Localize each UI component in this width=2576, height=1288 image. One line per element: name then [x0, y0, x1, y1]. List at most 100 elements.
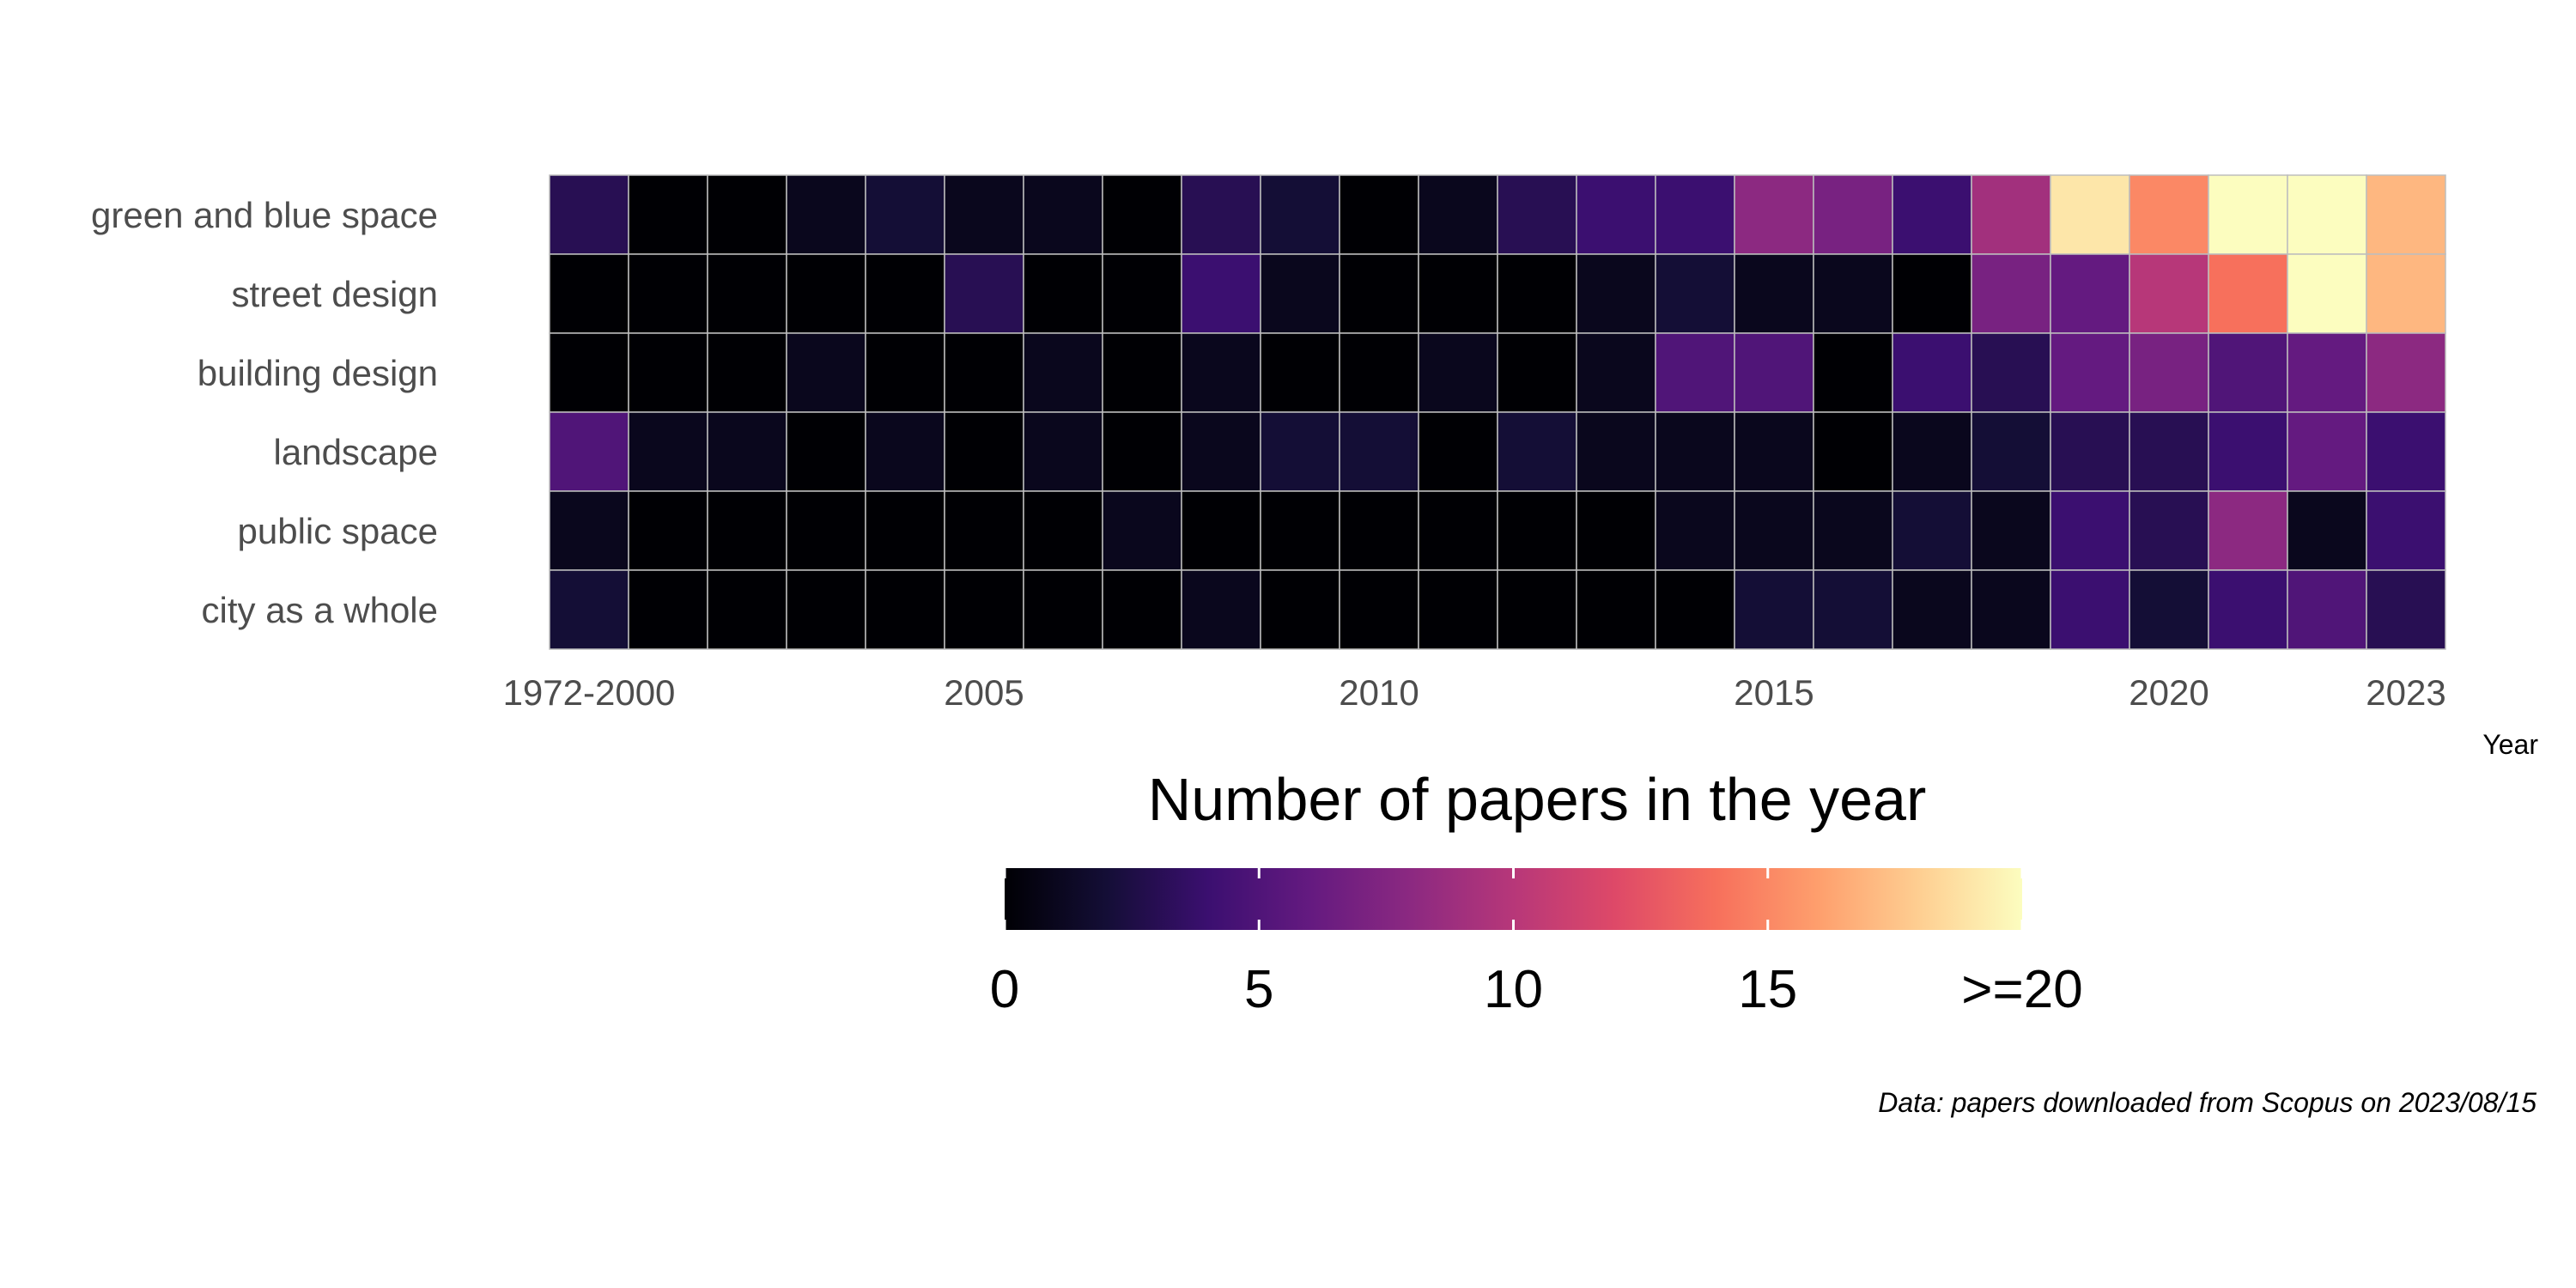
heatmap-cell-green-and-blue-space-2004	[865, 174, 945, 255]
color-legend: Number of papers in the year 0 5 10 15 >=20	[990, 766, 2083, 1019]
heatmap-cell-city-as-a-whole-2018	[1971, 569, 2051, 650]
heatmap-cell-street-design-2013	[1576, 253, 1656, 334]
y-tick-label-public-space: public space	[238, 511, 438, 551]
heatmap-cell-street-design-2001	[628, 253, 708, 334]
heatmap-cell-city-as-a-whole-2011	[1418, 569, 1498, 650]
heatmap-cell-public-space-2009	[1260, 490, 1340, 571]
heatmap-cell-green-and-blue-space-2015	[1734, 174, 1814, 255]
heatmap-cell-public-space-2006	[1023, 490, 1103, 571]
heatmap-cell-street-design-2017	[1892, 253, 1972, 334]
heatmap-cell-public-space-2019	[2050, 490, 2130, 571]
x-tick-label-2010: 2010	[1339, 672, 1419, 713]
heatmap-cell-public-space-2020	[2129, 490, 2209, 571]
heatmap-cell-landscape-2023	[2366, 411, 2446, 492]
heatmap-cell-public-space-2008	[1181, 490, 1261, 571]
heatmap-cell-green-and-blue-space-2008	[1181, 174, 1261, 255]
heatmap-cell-public-space-2012	[1497, 490, 1577, 571]
heatmap-cell-street-design-2009	[1260, 253, 1340, 334]
heatmap-cell-building-design-2004	[865, 332, 945, 413]
legend-tick-label-0: 0	[990, 960, 1019, 1019]
legend-ticks: 0 5 10 15 >=20	[990, 868, 2083, 1019]
heatmap-cell-building-design-2018	[1971, 332, 2051, 413]
heatmap-cell-public-space-2007	[1102, 490, 1182, 571]
y-tick-label-green-and-blue-space: green and blue space	[91, 195, 438, 235]
heatmap-cell-building-design-2003	[786, 332, 866, 413]
heatmap-cell-green-and-blue-space-2001	[628, 174, 708, 255]
y-tick-label-street-design: street design	[232, 274, 438, 314]
heatmap-cell-landscape-2021	[2208, 411, 2288, 492]
x-tick-label-1972-2000: 1972-2000	[503, 672, 676, 713]
heatmap-cell-city-as-a-whole-2002	[707, 569, 787, 650]
heatmap-cell-green-and-blue-space-2007	[1102, 174, 1182, 255]
heatmap-cell-landscape-2020	[2129, 411, 2209, 492]
heatmap-cell-landscape-2007	[1102, 411, 1182, 492]
heatmap-cell-landscape-2018	[1971, 411, 2051, 492]
heatmap-cell-green-and-blue-space-2011	[1418, 174, 1498, 255]
heatmap-cell-landscape-2012	[1497, 411, 1577, 492]
heatmap-cells	[549, 174, 2446, 650]
heatmap-cell-public-space-2018	[1971, 490, 2051, 571]
heatmap-cell-public-space-1972-2000	[549, 490, 629, 571]
legend-tick-label-15: 15	[1738, 960, 1797, 1019]
y-tick-label-landscape: landscape	[274, 432, 438, 472]
heatmap-cell-building-design-2009	[1260, 332, 1340, 413]
heatmap-cell-landscape-2005	[944, 411, 1024, 492]
heatmap-cell-green-and-blue-space-2023	[2366, 174, 2446, 255]
heatmap-cell-public-space-2021	[2208, 490, 2288, 571]
heatmap-cell-street-design-2007	[1102, 253, 1182, 334]
heatmap-cell-landscape-2017	[1892, 411, 1972, 492]
heatmap-cell-building-design-2016	[1813, 332, 1893, 413]
heatmap-cell-building-design-2002	[707, 332, 787, 413]
heatmap-cell-green-and-blue-space-2021	[2208, 174, 2288, 255]
heatmap-cell-public-space-2014	[1655, 490, 1735, 571]
heatmap-cell-green-and-blue-space-2003	[786, 174, 866, 255]
heatmap-cell-landscape-2015	[1734, 411, 1814, 492]
heatmap-cell-city-as-a-whole-2017	[1892, 569, 1972, 650]
x-tick-label-2015: 2015	[1734, 672, 1814, 713]
heatmap-cell-public-space-2005	[944, 490, 1024, 571]
heatmap-cell-city-as-a-whole-2003	[786, 569, 866, 650]
heatmap-cell-building-design-2015	[1734, 332, 1814, 413]
heatmap-cell-green-and-blue-space-2005	[944, 174, 1024, 255]
heatmap-cell-landscape-2019	[2050, 411, 2130, 492]
legend-title: Number of papers in the year	[1148, 766, 1927, 833]
heatmap-cell-green-and-blue-space-2022	[2287, 174, 2367, 255]
heatmap-cell-building-design-2013	[1576, 332, 1656, 413]
heatmap-cell-street-design-2015	[1734, 253, 1814, 334]
heatmap-cell-street-design-2003	[786, 253, 866, 334]
heatmap-cell-green-and-blue-space-2002	[707, 174, 787, 255]
heatmap-cell-building-design-2008	[1181, 332, 1261, 413]
heatmap-cell-green-and-blue-space-2014	[1655, 174, 1735, 255]
x-tick-label-2023: 2023	[2366, 672, 2445, 713]
heatmap-cell-public-space-2015	[1734, 490, 1814, 571]
heatmap-cell-landscape-2013	[1576, 411, 1656, 492]
heatmap-cell-green-and-blue-space-2016	[1813, 174, 1893, 255]
heatmap-cell-building-design-1972-2000	[549, 332, 629, 413]
heatmap-cell-city-as-a-whole-2016	[1813, 569, 1893, 650]
heatmap-cell-building-design-2022	[2287, 332, 2367, 413]
legend-tick-label-10: 10	[1484, 960, 1543, 1019]
heatmap-cell-building-design-2014	[1655, 332, 1735, 413]
heatmap-cell-public-space-2023	[2366, 490, 2446, 571]
y-tick-label-building-design: building design	[197, 353, 438, 393]
heatmap-cell-street-design-2023	[2366, 253, 2446, 334]
heatmap-cell-landscape-2003	[786, 411, 866, 492]
heatmap-cell-green-and-blue-space-2009	[1260, 174, 1340, 255]
heatmap-cell-street-design-2021	[2208, 253, 2288, 334]
heatmap-cell-green-and-blue-space-2017	[1892, 174, 1972, 255]
heatmap-cell-building-design-2007	[1102, 332, 1182, 413]
heatmap-cell-green-and-blue-space-2013	[1576, 174, 1656, 255]
heatmap-cell-public-space-2010	[1339, 490, 1419, 571]
heatmap-cell-street-design-2018	[1971, 253, 2051, 334]
heatmap-cell-street-design-2004	[865, 253, 945, 334]
heatmap-cell-landscape-2004	[865, 411, 945, 492]
heatmap-cell-landscape-2011	[1418, 411, 1498, 492]
heatmap-cell-street-design-2006	[1023, 253, 1103, 334]
heatmap-cell-street-design-2020	[2129, 253, 2209, 334]
heatmap-cell-building-design-2001	[628, 332, 708, 413]
heatmap-cell-landscape-2001	[628, 411, 708, 492]
heatmap-cell-green-and-blue-space-2006	[1023, 174, 1103, 255]
x-axis-labels: 1972-2000 2005 2010 2015 2020 2023	[503, 672, 2446, 713]
heatmap-cell-street-design-2010	[1339, 253, 1419, 334]
